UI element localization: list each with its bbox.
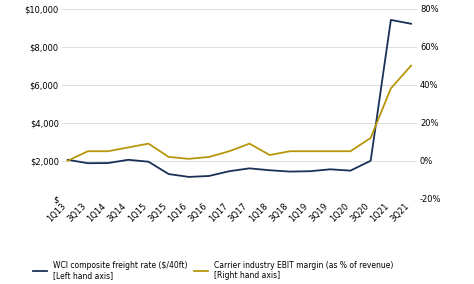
WCI composite freight rate ($/40ft)
[Left hand axis] [287,170,293,173]
WCI composite freight rate ($/40ft)
[Left hand axis] [105,161,111,165]
Carrier industry EBIT margin (as % of revenue)
[Right hand axis] [267,153,273,157]
Carrier industry EBIT margin (as % of revenue)
[Right hand axis] [246,142,252,145]
WCI composite freight rate ($/40ft)
[Left hand axis] [65,158,71,162]
WCI composite freight rate ($/40ft)
[Left hand axis] [126,158,131,162]
Carrier industry EBIT margin (as % of revenue)
[Right hand axis] [126,146,131,149]
WCI composite freight rate ($/40ft)
[Left hand axis] [146,160,151,163]
WCI composite freight rate ($/40ft)
[Left hand axis] [347,169,353,172]
WCI composite freight rate ($/40ft)
[Left hand axis] [307,170,313,173]
Carrier industry EBIT margin (as % of revenue)
[Right hand axis] [347,149,353,153]
Legend: WCI composite freight rate ($/40ft)
[Left hand axis], Carrier industry EBIT marg: WCI composite freight rate ($/40ft) [Lef… [34,261,393,280]
Line: Carrier industry EBIT margin (as % of revenue)
[Right hand axis]: Carrier industry EBIT margin (as % of re… [68,66,411,161]
Carrier industry EBIT margin (as % of revenue)
[Right hand axis] [408,64,414,67]
WCI composite freight rate ($/40ft)
[Left hand axis] [166,172,172,176]
WCI composite freight rate ($/40ft)
[Left hand axis] [267,168,273,172]
Carrier industry EBIT margin (as % of revenue)
[Right hand axis] [227,149,232,153]
WCI composite freight rate ($/40ft)
[Left hand axis] [328,168,333,171]
Carrier industry EBIT margin (as % of revenue)
[Right hand axis] [287,149,293,153]
Line: WCI composite freight rate ($/40ft)
[Left hand axis]: WCI composite freight rate ($/40ft) [Lef… [68,20,411,177]
Carrier industry EBIT margin (as % of revenue)
[Right hand axis] [146,142,151,145]
Carrier industry EBIT margin (as % of revenue)
[Right hand axis] [206,155,212,159]
WCI composite freight rate ($/40ft)
[Left hand axis] [85,162,91,165]
Carrier industry EBIT margin (as % of revenue)
[Right hand axis] [186,157,191,160]
Carrier industry EBIT margin (as % of revenue)
[Right hand axis] [307,149,313,153]
Carrier industry EBIT margin (as % of revenue)
[Right hand axis] [388,87,394,90]
Carrier industry EBIT margin (as % of revenue)
[Right hand axis] [105,149,111,153]
WCI composite freight rate ($/40ft)
[Left hand axis] [408,22,414,26]
WCI composite freight rate ($/40ft)
[Left hand axis] [186,175,191,179]
WCI composite freight rate ($/40ft)
[Left hand axis] [388,18,394,22]
Carrier industry EBIT margin (as % of revenue)
[Right hand axis] [85,149,91,153]
WCI composite freight rate ($/40ft)
[Left hand axis] [227,170,232,173]
WCI composite freight rate ($/40ft)
[Left hand axis] [246,167,252,170]
WCI composite freight rate ($/40ft)
[Left hand axis] [206,174,212,178]
WCI composite freight rate ($/40ft)
[Left hand axis] [368,159,374,162]
Carrier industry EBIT margin (as % of revenue)
[Right hand axis] [368,136,374,140]
Carrier industry EBIT margin (as % of revenue)
[Right hand axis] [166,155,172,159]
Carrier industry EBIT margin (as % of revenue)
[Right hand axis] [328,149,333,153]
Carrier industry EBIT margin (as % of revenue)
[Right hand axis] [65,159,71,162]
